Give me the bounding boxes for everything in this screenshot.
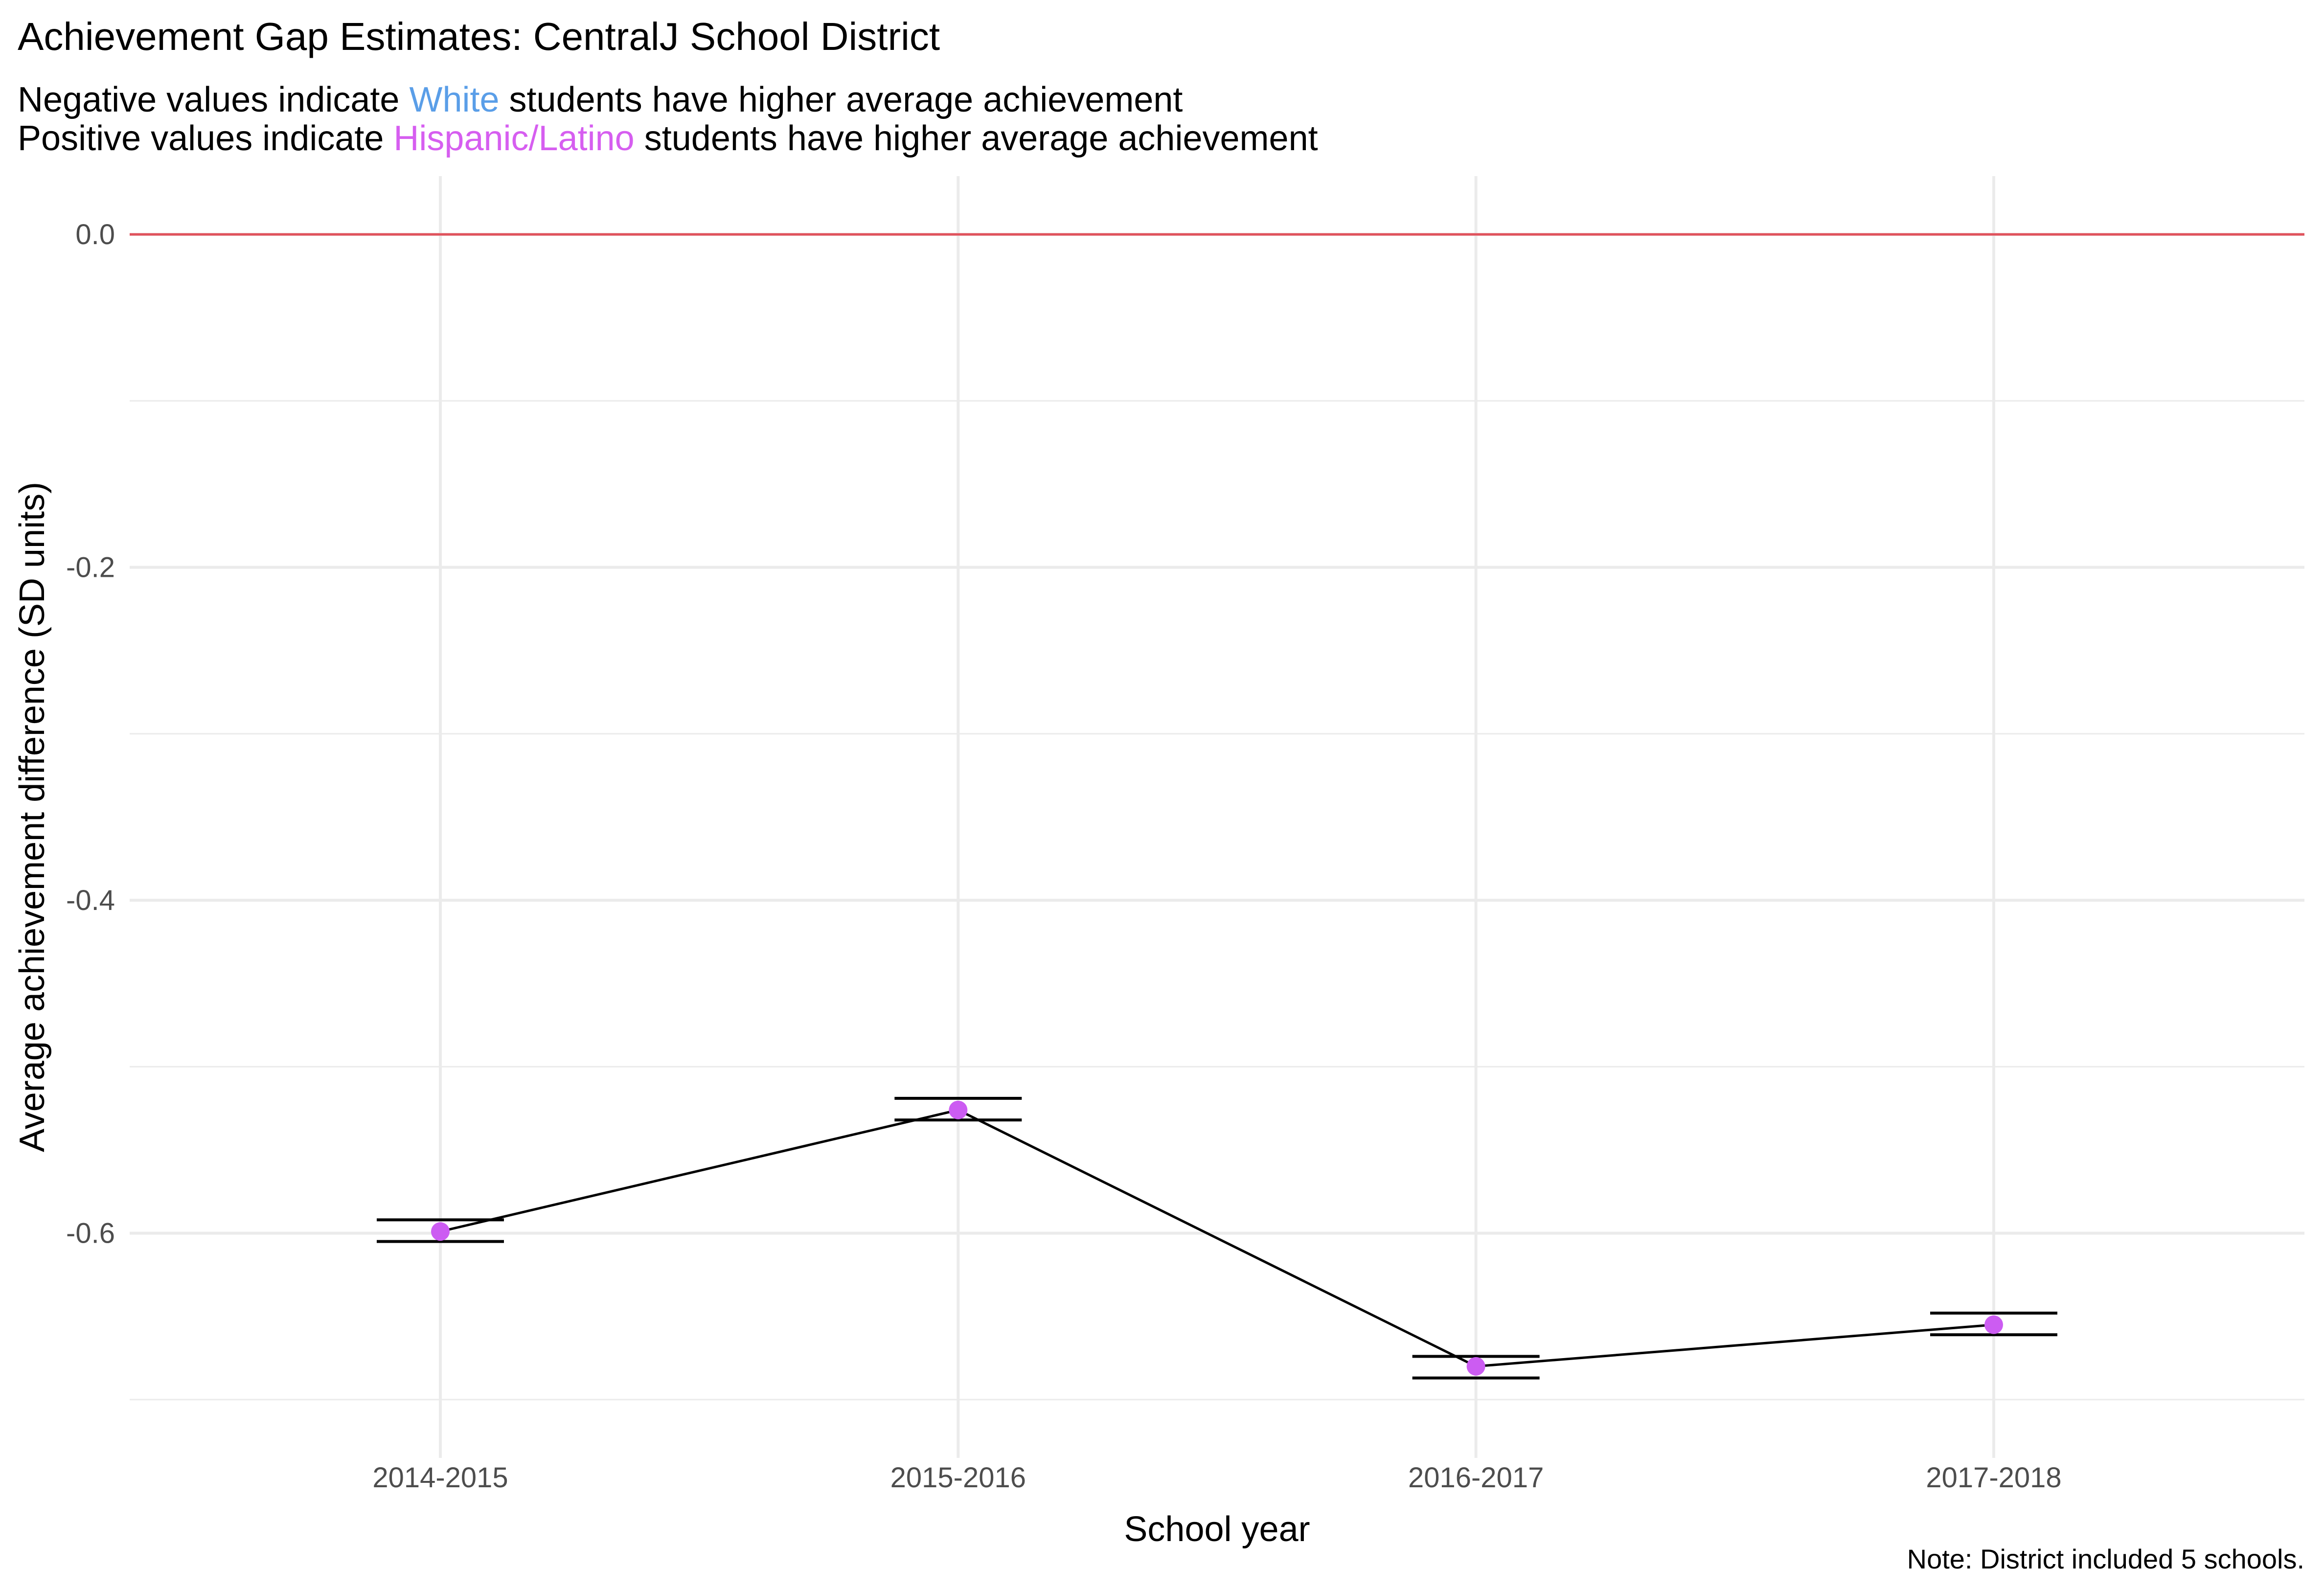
- y-axis-title: Average achievement difference (SD units…: [13, 482, 52, 1152]
- x-tick-label: 2016-2017: [1408, 1462, 1544, 1494]
- data-point: [431, 1222, 450, 1241]
- subtitle-2-prefix: Positive values indicate: [18, 119, 393, 158]
- chart-subtitle-line-2: Positive values indicate Hispanic/Latino…: [18, 119, 1318, 158]
- subtitle-1-prefix: Negative values indicate: [18, 80, 409, 119]
- x-axis-title: School year: [1124, 1510, 1310, 1549]
- subtitle-white-highlight: White: [409, 80, 499, 119]
- x-tick-label: 2014-2015: [372, 1462, 508, 1494]
- x-tick-label: 2017-2018: [1926, 1462, 2061, 1494]
- data-point: [1984, 1315, 2003, 1334]
- y-tick-label: -0.2: [66, 552, 115, 584]
- y-tick-label: -0.6: [66, 1218, 115, 1249]
- chart-subtitle-line-1: Negative values indicate White students …: [18, 80, 1183, 119]
- y-tick-label: 0.0: [75, 219, 115, 250]
- subtitle-2-suffix: students have higher average achievement: [635, 119, 1318, 158]
- subtitle-hispanic-highlight: Hispanic/Latino: [393, 119, 634, 158]
- plot-area: 0.0 -0.2 -0.4 -0.6 2014-2015 2015-2016 2016-20…: [66, 176, 2304, 1494]
- chart-caption: Note: District included 5 schools.: [1907, 1544, 2304, 1574]
- chart-title: Achievement Gap Estimates: CentralJ Scho…: [18, 15, 940, 58]
- y-tick-label: -0.4: [66, 885, 115, 916]
- series-line: [440, 1109, 1994, 1368]
- x-tick-label: 2015-2016: [890, 1462, 1026, 1494]
- data-point: [949, 1100, 968, 1119]
- data-point: [1466, 1357, 1485, 1376]
- subtitle-1-suffix: students have higher average achievement: [500, 80, 1183, 119]
